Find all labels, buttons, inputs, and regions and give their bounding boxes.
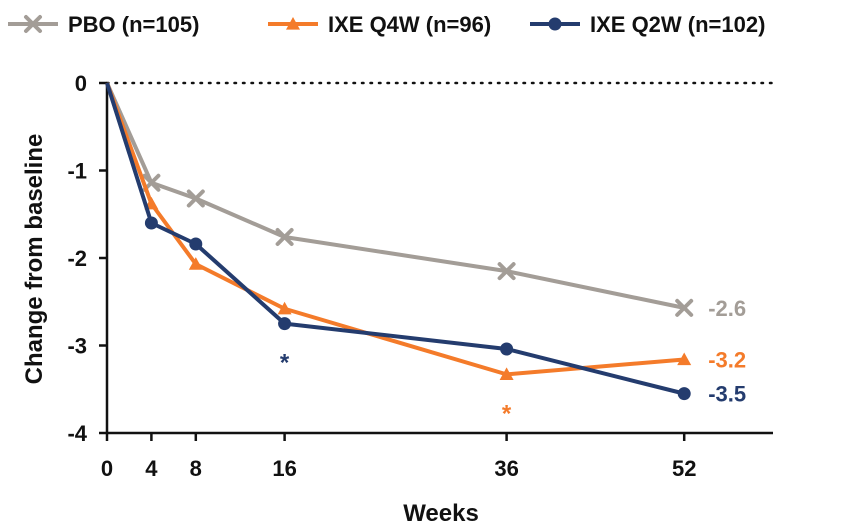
series-group: -2.6 -3.2 * -3.5 * bbox=[105, 82, 746, 427]
legend: PBO (n=105) IXE Q4W (n=96) IXE Q2W (n=102) bbox=[8, 12, 765, 37]
series-line bbox=[105, 82, 685, 310]
end-value-label: -3.2 bbox=[708, 348, 746, 373]
x-tick-label: 4 bbox=[145, 456, 158, 481]
series-line bbox=[105, 82, 685, 377]
legend-marker-stroke-b bbox=[24, 15, 42, 33]
legend-item-1: PBO (n=105) bbox=[8, 12, 199, 37]
data-point bbox=[277, 301, 292, 315]
legend-item-2: IXE Q4W (n=96) bbox=[268, 12, 491, 37]
x-tick-label: 0 bbox=[101, 456, 113, 481]
legend-marker bbox=[24, 15, 42, 33]
series-2: -3.2 * bbox=[105, 82, 746, 427]
y-tick-label: -2 bbox=[67, 246, 87, 271]
x-tick-label: 16 bbox=[272, 456, 296, 481]
series-3: -3.5 * bbox=[105, 82, 746, 407]
legend-label: IXE Q4W (n=96) bbox=[328, 12, 491, 37]
data-point-stroke-b bbox=[186, 189, 205, 208]
legend-label: PBO (n=105) bbox=[68, 12, 199, 37]
y-tick-label: -3 bbox=[67, 334, 87, 359]
end-value-label: -2.6 bbox=[708, 296, 746, 321]
data-point bbox=[675, 298, 694, 317]
data-point bbox=[500, 342, 514, 356]
significance-asterisk: * bbox=[280, 350, 290, 377]
data-point bbox=[278, 317, 292, 331]
data-point bbox=[186, 189, 205, 208]
x-tick-label: 8 bbox=[190, 456, 202, 481]
data-point bbox=[144, 216, 158, 230]
y-tick-label: -1 bbox=[67, 159, 87, 184]
x-tick-label: 52 bbox=[672, 456, 696, 481]
data-point bbox=[275, 228, 294, 246]
legend-item-3: IXE Q2W (n=102) bbox=[530, 12, 765, 37]
y-tick-label: -4 bbox=[67, 421, 87, 446]
y-axis-label: Change from baseline bbox=[21, 134, 48, 385]
series-1: -2.6 bbox=[105, 82, 746, 321]
legend-label: IXE Q2W (n=102) bbox=[590, 12, 765, 37]
series-line bbox=[105, 82, 685, 396]
data-point bbox=[677, 387, 691, 401]
data-point-stroke-b bbox=[675, 298, 694, 317]
data-point-stroke-b bbox=[275, 228, 294, 246]
axes: 0 -1 -2 -3 -4 0 4 8 16 36 52 bbox=[67, 71, 773, 481]
data-point-stroke-b bbox=[497, 262, 516, 281]
x-tick-label: 36 bbox=[494, 456, 518, 481]
data-point bbox=[188, 257, 203, 270]
significance-asterisk: * bbox=[502, 400, 512, 427]
end-value-label: -3.5 bbox=[708, 382, 746, 407]
data-point bbox=[497, 262, 516, 281]
x-axis-label: Weeks bbox=[403, 500, 479, 527]
data-point bbox=[189, 237, 203, 251]
data-point bbox=[677, 352, 692, 366]
legend-marker bbox=[548, 17, 562, 31]
legend-marker bbox=[286, 17, 300, 30]
data-point bbox=[499, 367, 514, 380]
y-tick-label: 0 bbox=[75, 71, 87, 96]
